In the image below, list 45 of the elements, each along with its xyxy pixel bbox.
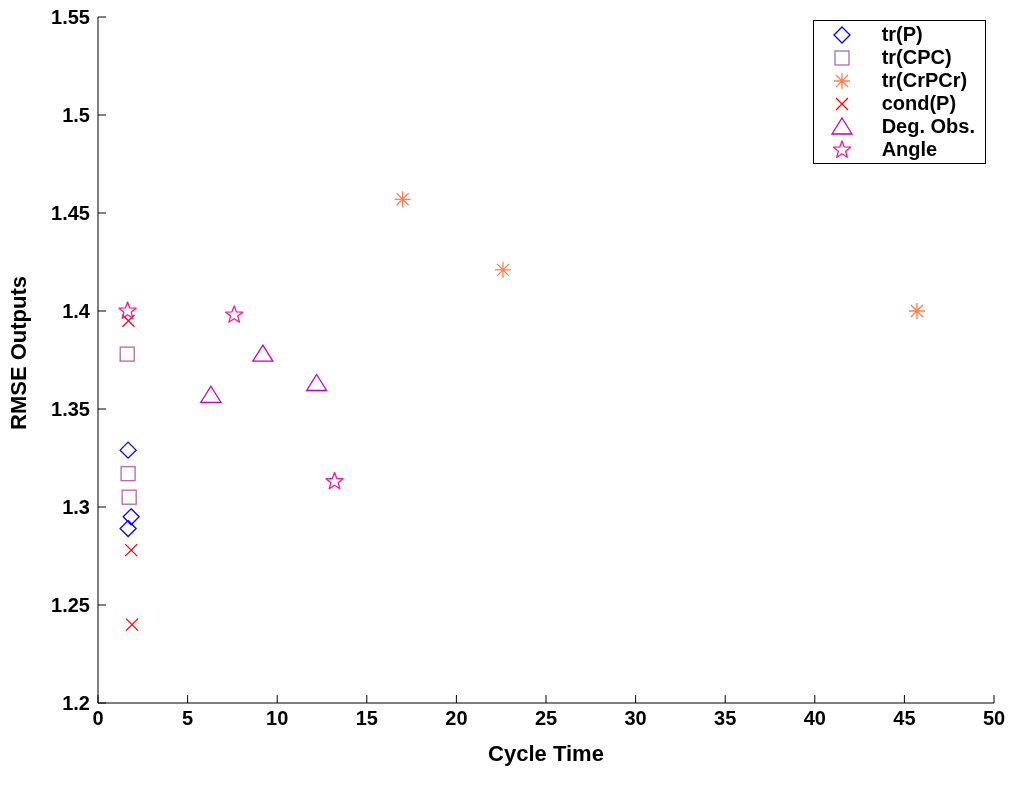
point	[494, 261, 512, 279]
y-tick-label: 1.35	[51, 398, 90, 421]
point	[224, 305, 244, 323]
point	[122, 508, 140, 526]
x-tick-label: 15	[355, 707, 378, 730]
x-tick-label: 50	[982, 707, 1006, 730]
legend-label: cond(P)	[881, 92, 957, 115]
point	[200, 385, 222, 403]
y-tick-label: 1.25	[51, 594, 90, 617]
x-axis-title: Cycle Time	[488, 741, 604, 766]
point	[121, 314, 136, 328]
y-tick-label: 1.4	[62, 300, 91, 323]
x-tick-label: 45	[893, 707, 916, 730]
x-tick-label: 35	[714, 707, 737, 730]
point	[393, 190, 412, 208]
x-tick-label: 5	[182, 707, 194, 730]
point	[124, 543, 138, 557]
x-tick-label: 0	[92, 707, 104, 730]
y-tick-label: 1.3	[62, 496, 90, 519]
legend-label: Deg. Obs.	[881, 115, 975, 138]
point	[121, 489, 137, 505]
y-tick-label: 1.5	[62, 104, 90, 127]
point	[119, 346, 135, 362]
legend-label: tr(CrPCr)	[881, 69, 968, 92]
legend-label: tr(P)	[881, 23, 923, 46]
point	[325, 471, 344, 490]
point	[305, 373, 328, 392]
x-tick-label: 10	[266, 707, 289, 730]
x-tick-label: 25	[534, 707, 558, 730]
legend-label: tr(CPC)	[881, 46, 952, 69]
point	[908, 302, 926, 320]
y-tick-label: 1.2	[62, 692, 90, 715]
point	[252, 344, 274, 362]
point	[118, 301, 137, 319]
x-tick-label: 40	[803, 707, 826, 730]
point	[119, 519, 137, 538]
point	[120, 466, 136, 482]
y-axis-title: RMSE Outputs	[5, 276, 31, 430]
y-tick-label: 1.55	[51, 6, 90, 29]
point	[119, 441, 137, 459]
y-tick-label: 1.45	[51, 202, 90, 225]
legend-label: Angle	[881, 138, 938, 161]
x-tick-label: 30	[624, 707, 647, 730]
x-tick-label: 20	[445, 707, 468, 730]
point	[125, 617, 139, 632]
